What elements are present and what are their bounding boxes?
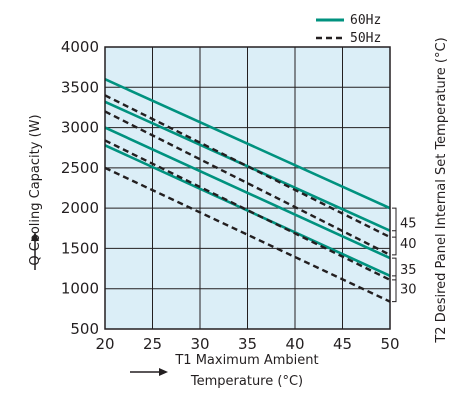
x-tick-labels: 20 25 30 35 40 45 50 [95, 335, 399, 353]
bracket-35 [392, 257, 397, 281]
group-label-45: 45 [400, 217, 417, 232]
legend-50hz-label: 50Hz [350, 31, 381, 46]
bracket-30 [392, 275, 397, 303]
group-label-40: 40 [400, 237, 417, 252]
x-axis-label-line2: Temperature (°C) [190, 374, 303, 389]
group-label-30: 30 [400, 283, 417, 298]
series-60hz-line-45 [104, 78, 391, 210]
bracket-40 [392, 230, 397, 256]
series-50hz-line-45 [104, 94, 391, 239]
plot-frame [104, 46, 391, 330]
legend: 60Hz 50Hz [316, 13, 381, 46]
y-tick-label: 2000 [61, 199, 99, 217]
x-axis-label-line1: T1 Maximum Ambient [174, 353, 318, 368]
group-label-35: 35 [400, 263, 417, 278]
t2-brackets: 45 40 35 30 [392, 207, 417, 303]
y-tick-label: 2500 [61, 159, 99, 177]
y-tick-label: 500 [70, 320, 99, 338]
x-tick-label: 25 [143, 335, 162, 353]
x-tick-label: 20 [95, 335, 114, 353]
x-tick-label: 35 [238, 335, 257, 353]
series-layer [104, 78, 391, 303]
x-tick-label: 50 [380, 335, 399, 353]
y-tick-labels: 500 1000 1500 2000 2500 3000 3500 4000 [61, 38, 99, 338]
series-60hz-line-35 [104, 126, 391, 260]
y-axis-arrow-icon [31, 232, 39, 270]
y-tick-label: 3500 [61, 78, 99, 96]
x-axis-arrow-icon [130, 368, 168, 376]
y-tick-label: 4000 [61, 38, 99, 56]
y-tick-label: 1000 [61, 280, 99, 298]
legend-60hz-label: 60Hz [350, 13, 381, 28]
y2-axis-label: T2 Desired Panel Internal Set Temperatur… [434, 37, 449, 343]
series-50hz-line-40 [104, 110, 391, 256]
bracket-45 [392, 207, 397, 238]
series-50hz-line-30 [104, 166, 391, 303]
x-tick-label: 45 [333, 335, 352, 353]
y-axis-label: Q Cooling Capacity (W) [28, 114, 43, 265]
x-tick-label: 40 [285, 335, 304, 353]
y2-axis-title: T2 Desired Panel Internal Set Temperatur… [434, 37, 449, 343]
y-axis-title: Q Cooling Capacity (W) [28, 114, 43, 265]
series-60hz-line-30 [104, 144, 391, 278]
series-50hz-line-35 [104, 139, 391, 281]
y-tick-label: 1500 [61, 239, 99, 257]
series-60hz-line-40 [104, 100, 391, 232]
y-tick-label: 3000 [61, 119, 99, 137]
x-tick-label: 30 [190, 335, 209, 353]
